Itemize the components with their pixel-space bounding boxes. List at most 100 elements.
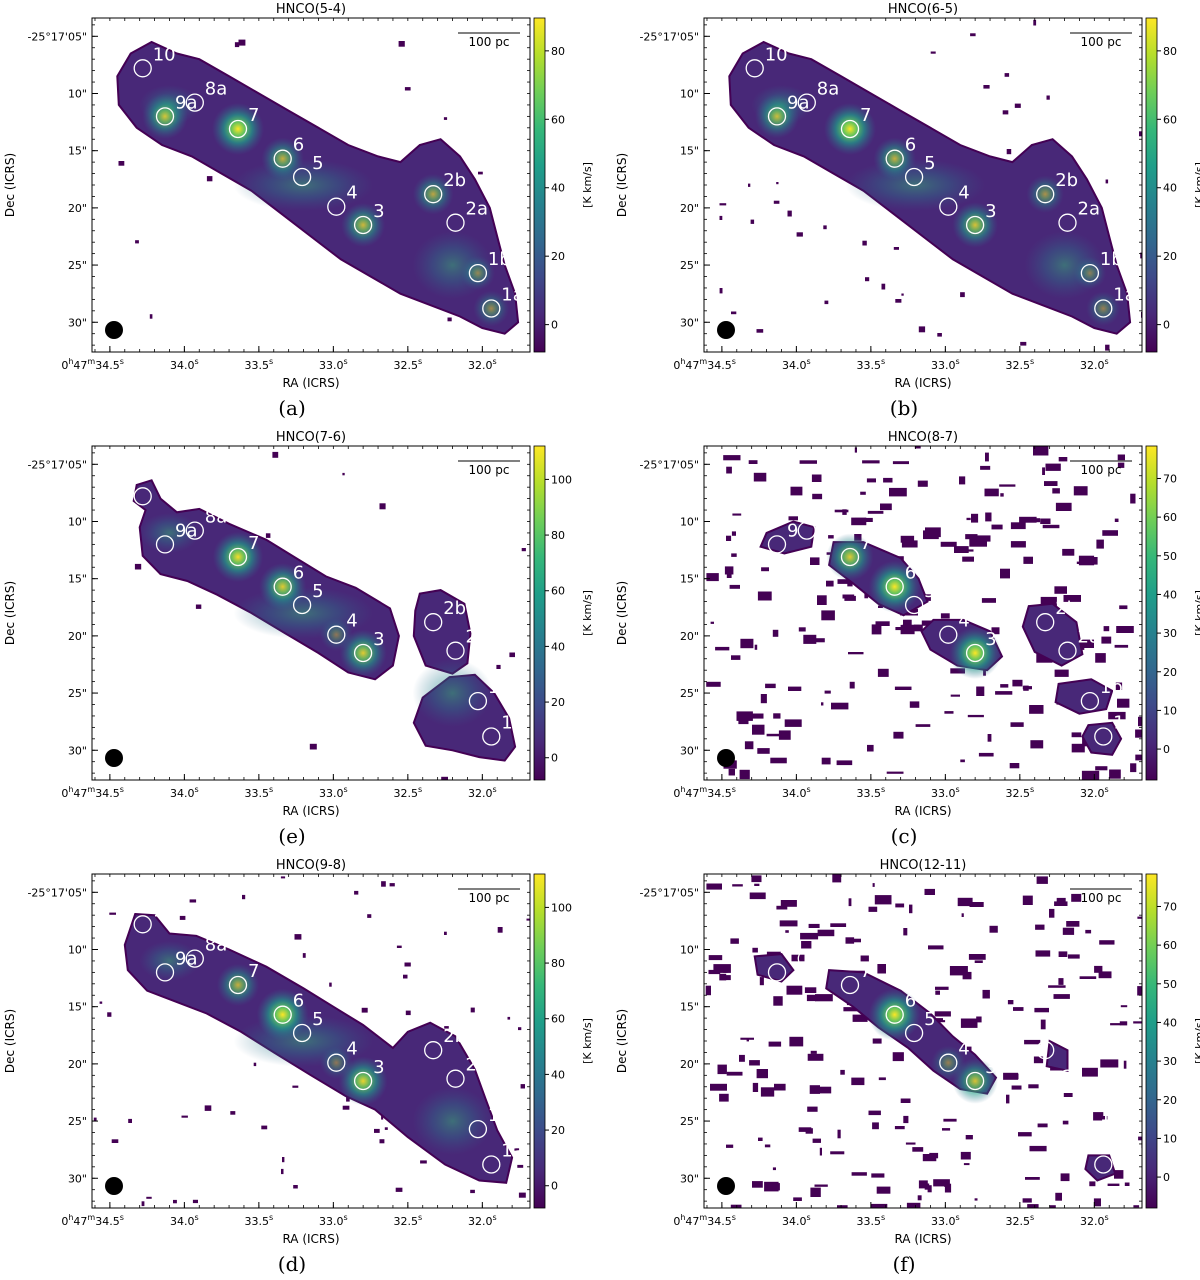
x-axis-label: RA (ICRS) [894, 376, 951, 390]
ra-tick-label: 34.0s [170, 357, 199, 372]
emission-map [704, 18, 1142, 352]
ra-tick-label: 32.0s [468, 785, 497, 800]
clump-label: 2b [443, 1026, 466, 1047]
colorbar-tick-label: 20 [551, 1124, 565, 1137]
clump-marker [797, 949, 816, 968]
clump-marker [965, 1071, 985, 1091]
clump-label: 4 [958, 611, 969, 632]
panel-title: HNCO(8-7) [888, 430, 958, 445]
dec-tick-label: 15" [680, 1001, 699, 1014]
dec-tick-label: 10" [68, 87, 87, 100]
emission-region [759, 520, 816, 555]
clump-marker [446, 641, 465, 660]
panel-caption: (a) [278, 396, 306, 420]
panel-title: HNCO(5-4) [276, 2, 346, 17]
y-axis-label: Dec (ICRS) [3, 153, 17, 217]
dec-tick-label: 20" [680, 630, 699, 643]
colorbar-tick-label: 70 [1163, 472, 1177, 485]
ra-tick-label: 33.0s [319, 785, 348, 800]
panel-caption: (f) [892, 1252, 916, 1276]
panel-caption: (d) [277, 1252, 307, 1276]
clump-label: 7 [860, 961, 871, 982]
clump-marker [446, 1069, 465, 1088]
clump-marker [228, 119, 248, 139]
x-axis-label: RA (ICRS) [282, 1232, 339, 1246]
clump-marker [133, 487, 152, 506]
y-axis-label: Dec (ICRS) [3, 581, 17, 645]
clump-label: 1a [501, 713, 523, 734]
colorbar-tick-label: 100 [551, 901, 572, 914]
colorbar-tick-label: 40 [551, 640, 565, 653]
dec-tick-label: 30" [680, 316, 699, 329]
scalebar-label: 100 pc [1081, 35, 1122, 49]
clump-marker [327, 197, 346, 216]
beam-ellipse [105, 1177, 123, 1195]
clump-marker [1036, 185, 1055, 204]
clump-label: 4 [958, 1039, 969, 1060]
colorbar-tick-label: 30 [1163, 1055, 1177, 1068]
x-axis-label: RA (ICRS) [894, 804, 951, 818]
ra-tick-label: 33.5s [857, 785, 886, 800]
panel-title: HNCO(6-5) [888, 2, 958, 17]
ra-tick-label: 33.0s [319, 357, 348, 372]
clump-marker [468, 263, 488, 283]
ra-tick-label: 0h47m34.5s [673, 357, 736, 372]
colorbar-tick-label: 10 [1163, 1132, 1177, 1145]
clump-marker [965, 643, 985, 663]
clump-marker [1094, 1155, 1113, 1174]
clump-marker [840, 547, 860, 567]
dec-tick-label: 20" [680, 202, 699, 215]
colorbar-tick-label: 0 [551, 1180, 558, 1193]
clump-marker [1058, 641, 1077, 660]
clump-label: 4 [346, 1039, 357, 1060]
colorbar-tick-label: 40 [1163, 182, 1177, 195]
colorbar-tick-label: 60 [1163, 511, 1177, 524]
clump-marker [327, 625, 346, 644]
x-axis-label: RA (ICRS) [282, 804, 339, 818]
clump-marker [482, 1155, 501, 1174]
colorbar-tick-label: 40 [551, 182, 565, 195]
clump-marker [155, 963, 175, 982]
emission-map [92, 18, 530, 352]
ra-tick-label: 32.0s [1080, 357, 1109, 372]
clump-marker [482, 299, 501, 318]
emission-map [92, 874, 530, 1208]
colorbar-label: [K km/s] [1193, 590, 1200, 636]
clump-label: 8 [817, 935, 828, 956]
colorbar-tick-label: 20 [551, 250, 565, 263]
dec-tick-label: 25" [680, 259, 699, 272]
colorbar-label: [K km/s] [1193, 1018, 1200, 1064]
clump-marker [292, 595, 312, 615]
dec-tick-label: 30" [68, 744, 87, 757]
ra-tick-label: 32.5s [1006, 1213, 1035, 1228]
colorbar-tick-label: 80 [1163, 45, 1177, 58]
clump-marker [840, 119, 860, 139]
ra-tick-label: 32.0s [1080, 1213, 1109, 1228]
clump-label: 8 [817, 507, 828, 528]
clump-marker [273, 577, 292, 596]
ra-tick-label: 33.0s [319, 1213, 348, 1228]
emission-region [1084, 1154, 1117, 1182]
dec-tick-label: 10" [680, 87, 699, 100]
clump-label: 2a [466, 627, 488, 648]
clump-marker [939, 625, 958, 644]
ra-tick-label: 33.0s [931, 785, 960, 800]
dec-tick-label: 25" [680, 687, 699, 700]
clump-label: 1b [488, 1105, 511, 1126]
dec-tick-label: 10" [680, 943, 699, 956]
clump-marker [424, 1041, 443, 1060]
colorbar-tick-label: 20 [551, 696, 565, 709]
clump-label: 2a [466, 199, 488, 220]
panel-caption: (b) [889, 396, 919, 420]
dec-tick-label: -25°17'05" [27, 886, 87, 899]
clump-label: 2b [443, 170, 466, 191]
beam-ellipse [717, 321, 735, 339]
clump-label: 3 [373, 629, 384, 650]
clump-label: 5 [312, 1009, 323, 1030]
ra-tick-label: 34.0s [782, 1213, 811, 1228]
clump-label: 1b [488, 677, 511, 698]
colorbar-label: [K km/s] [581, 590, 594, 636]
clump-label: 8a [817, 79, 839, 100]
